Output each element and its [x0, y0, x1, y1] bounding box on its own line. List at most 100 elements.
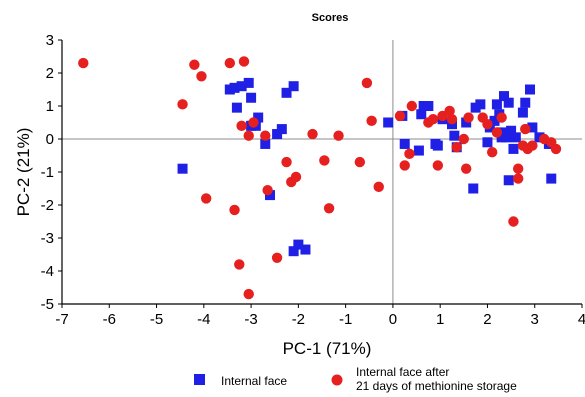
methionine-storage-point	[406, 100, 418, 112]
legend-marker-methionine-storage	[331, 374, 343, 386]
methionine-storage-point	[243, 288, 254, 300]
legend-label-internal-face: Internal face	[221, 374, 287, 388]
internal-face-point	[236, 81, 247, 92]
methionine-storage-point	[394, 110, 406, 122]
methionine-storage-point	[323, 203, 335, 214]
x-tick-label: -3	[244, 311, 257, 328]
internal-face-point	[265, 190, 275, 201]
legend-marker-internal-face	[194, 374, 205, 385]
internal-face-point	[468, 183, 479, 194]
internal-face-point	[423, 101, 434, 111]
internal-face-point	[546, 173, 557, 184]
methionine-storage-point	[399, 160, 410, 171]
methionine-storage-point	[196, 71, 207, 82]
y-tick-label: -1	[41, 164, 54, 181]
y-axis-label: PC-2 (21%)	[14, 128, 33, 217]
methionine-storage-point	[319, 155, 330, 166]
internal-face-point	[231, 102, 242, 113]
methionine-storage-point	[486, 147, 498, 158]
methionine-storage-point	[177, 99, 188, 110]
internal-face-point	[449, 130, 460, 141]
methionine-storage-point	[520, 123, 531, 135]
y-tick-label: -4	[41, 263, 54, 280]
methionine-storage-point	[446, 114, 458, 125]
internal-face-point	[416, 109, 427, 120]
methionine-storage-point	[366, 115, 377, 127]
methionine-storage-point	[236, 120, 247, 131]
methionine-storage-point	[262, 184, 273, 196]
x-tick-label: -5	[150, 311, 163, 328]
y-tick-label: -2	[41, 197, 54, 214]
x-tick-label: 2	[483, 311, 491, 328]
internal-face-point	[489, 115, 500, 126]
internal-face-point	[293, 239, 304, 250]
internal-face-point	[501, 132, 512, 143]
legend-label-methionine-line-1: Internal face after	[356, 365, 449, 379]
internal-face-point	[432, 140, 443, 151]
methionine-storage-point	[512, 163, 524, 174]
methionine-storage-point	[432, 160, 444, 171]
internal-face-point	[491, 99, 502, 110]
internal-face-point	[517, 107, 528, 118]
internal-face-point	[260, 138, 271, 149]
methionine-storage-point	[229, 204, 240, 216]
y-tick-label: 3	[46, 32, 54, 49]
internal-face-point	[508, 143, 519, 154]
internal-face-point	[413, 145, 424, 156]
internal-face-point	[399, 138, 410, 149]
methionine-storage-point	[404, 148, 415, 160]
x-tick-label: -4	[197, 311, 210, 328]
internal-face-point	[527, 122, 538, 133]
x-tick-label: -2	[292, 311, 305, 328]
methionine-storage-point	[271, 252, 283, 263]
internal-face-point	[246, 92, 257, 103]
methionine-storage-point	[307, 128, 318, 140]
methionine-storage-point	[354, 156, 366, 168]
internal-face-point	[288, 246, 299, 257]
internal-face-point	[506, 125, 517, 136]
y-tick-label: 0	[46, 131, 54, 148]
methionine-storage-point	[224, 57, 236, 69]
methionine-storage-point	[290, 171, 302, 183]
methionine-storage-point	[243, 130, 254, 141]
y-tick-label: -5	[41, 296, 54, 313]
x-tick-label: 1	[436, 311, 444, 328]
methionine-storage-point	[444, 105, 455, 117]
methionine-storage-point	[238, 56, 250, 67]
internal-face-point	[288, 81, 299, 92]
methionine-storage-point	[508, 216, 519, 227]
internal-face-point	[475, 99, 486, 110]
methionine-storage-point	[550, 143, 562, 155]
internal-face-point	[510, 132, 521, 143]
y-tick-label: -3	[41, 230, 54, 247]
internal-face-point	[503, 175, 514, 186]
chart-title: Scores	[312, 12, 349, 24]
methionine-storage-point	[496, 112, 507, 123]
x-tick-label: -1	[339, 311, 352, 328]
methionine-storage-point	[482, 118, 493, 130]
methionine-storage-point	[527, 140, 538, 151]
x-tick-label: 3	[531, 311, 539, 328]
methionine-storage-point	[491, 127, 503, 138]
internal-face-point	[253, 112, 264, 123]
legend: Internal face Internal face after 21 day…	[194, 365, 517, 393]
internal-face-point	[229, 82, 240, 93]
x-tick-label: -7	[55, 311, 68, 328]
plot-area: -7 -6 -5 -4 -3 -2 -1 0 1 2 3 4 -5 -4 -3 -2 -1 0 1 2 3	[41, 32, 585, 328]
internal-face-point	[276, 124, 287, 135]
methionine-storage-point	[189, 59, 200, 70]
methionine-storage-point	[460, 163, 472, 174]
methionine-storage-point	[200, 193, 212, 204]
methionine-storage-point	[373, 181, 384, 193]
internal-face-point	[520, 97, 531, 108]
methionine-storage-point	[248, 117, 259, 128]
methionine-storage-point	[281, 156, 292, 168]
y-tick-label: 2	[46, 65, 54, 82]
internal-face-point	[243, 77, 254, 88]
internal-face-point	[499, 91, 509, 102]
methionine-storage-point	[463, 112, 474, 123]
methionine-storage-point	[512, 173, 524, 184]
methionine-storage-point	[458, 133, 470, 145]
methionine-storage-point	[361, 77, 373, 89]
